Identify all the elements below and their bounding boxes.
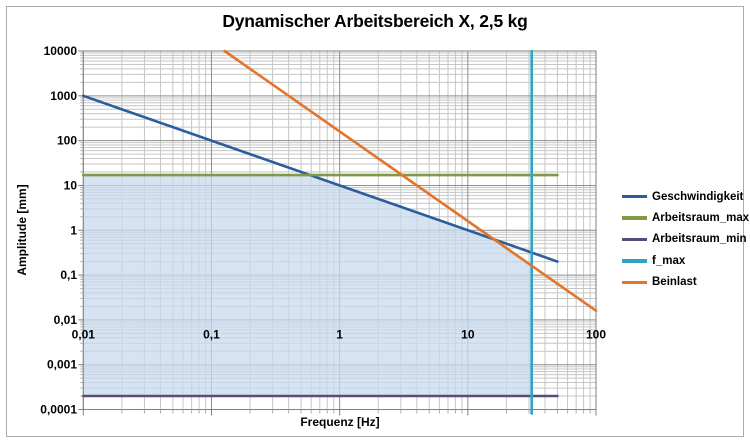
y-axis-title: Amplitude [mm]	[15, 184, 29, 276]
legend-item-beinlast: Beinlast	[622, 272, 749, 293]
x-tick-label: 1	[336, 328, 343, 342]
y-tick-label: 10	[64, 178, 78, 192]
working-range-region	[83, 175, 532, 396]
axis-ticks	[78, 50, 597, 416]
x-tick-label: 10	[461, 328, 475, 342]
tick-labels: 10000 1000 100 10 1 0,1 0,01 0,001 0,0001 0,01 0,1…	[40, 44, 606, 417]
series-line-beinlast	[223, 49, 598, 313]
legend-item-label: Beinlast	[652, 276, 697, 289]
y-tick-label: 10000	[44, 44, 78, 58]
x-axis-title: Frequenz [Hz]	[300, 415, 380, 429]
y-tick-label: 1000	[50, 89, 77, 103]
series-lines	[82, 49, 598, 415]
y-tick-label: 0,001	[47, 358, 77, 372]
legend-line-swatch	[622, 195, 647, 199]
chart-frame	[6, 6, 744, 437]
legend-line-swatch	[622, 280, 647, 284]
legend-item-f-max: f_max	[622, 250, 749, 271]
legend-item-geschwindigkeit: Geschwindigkeit	[622, 186, 749, 207]
x-tick-label: 0,1	[203, 328, 220, 342]
legend-item-label: Arbeitsraum_max	[652, 212, 750, 225]
y-tick-label: 0,0001	[40, 403, 77, 417]
legend-item-arbeitsraum-max: Arbeitsraum_max	[622, 207, 749, 228]
x-tick-label: 100	[586, 328, 606, 342]
legend: Geschwindigkeit Arbeitsraum_max Arbeitsrau…	[622, 186, 749, 293]
legend-item-label: Arbeitsraum_min	[652, 233, 747, 246]
y-tick-label: 1	[70, 223, 77, 237]
y-tick-label: 0,1	[60, 268, 77, 282]
legend-item-label: f_max	[652, 254, 686, 267]
series-line-geschwindigkeit	[82, 94, 559, 263]
legend-line-swatch	[622, 259, 647, 263]
legend-line-swatch	[622, 237, 647, 242]
legend-item-arbeitsraum-min: Arbeitsraum_min	[622, 229, 749, 250]
chart-title: Dynamischer Arbeitsbereich X, 2,5 kg	[222, 11, 528, 31]
y-tick-label: 0,01	[54, 313, 78, 327]
y-tick-label: 100	[57, 134, 77, 148]
legend-item-label: Geschwindigkeit	[652, 190, 744, 203]
x-tick-label: 0,01	[72, 328, 96, 342]
legend-line-swatch	[622, 216, 647, 220]
